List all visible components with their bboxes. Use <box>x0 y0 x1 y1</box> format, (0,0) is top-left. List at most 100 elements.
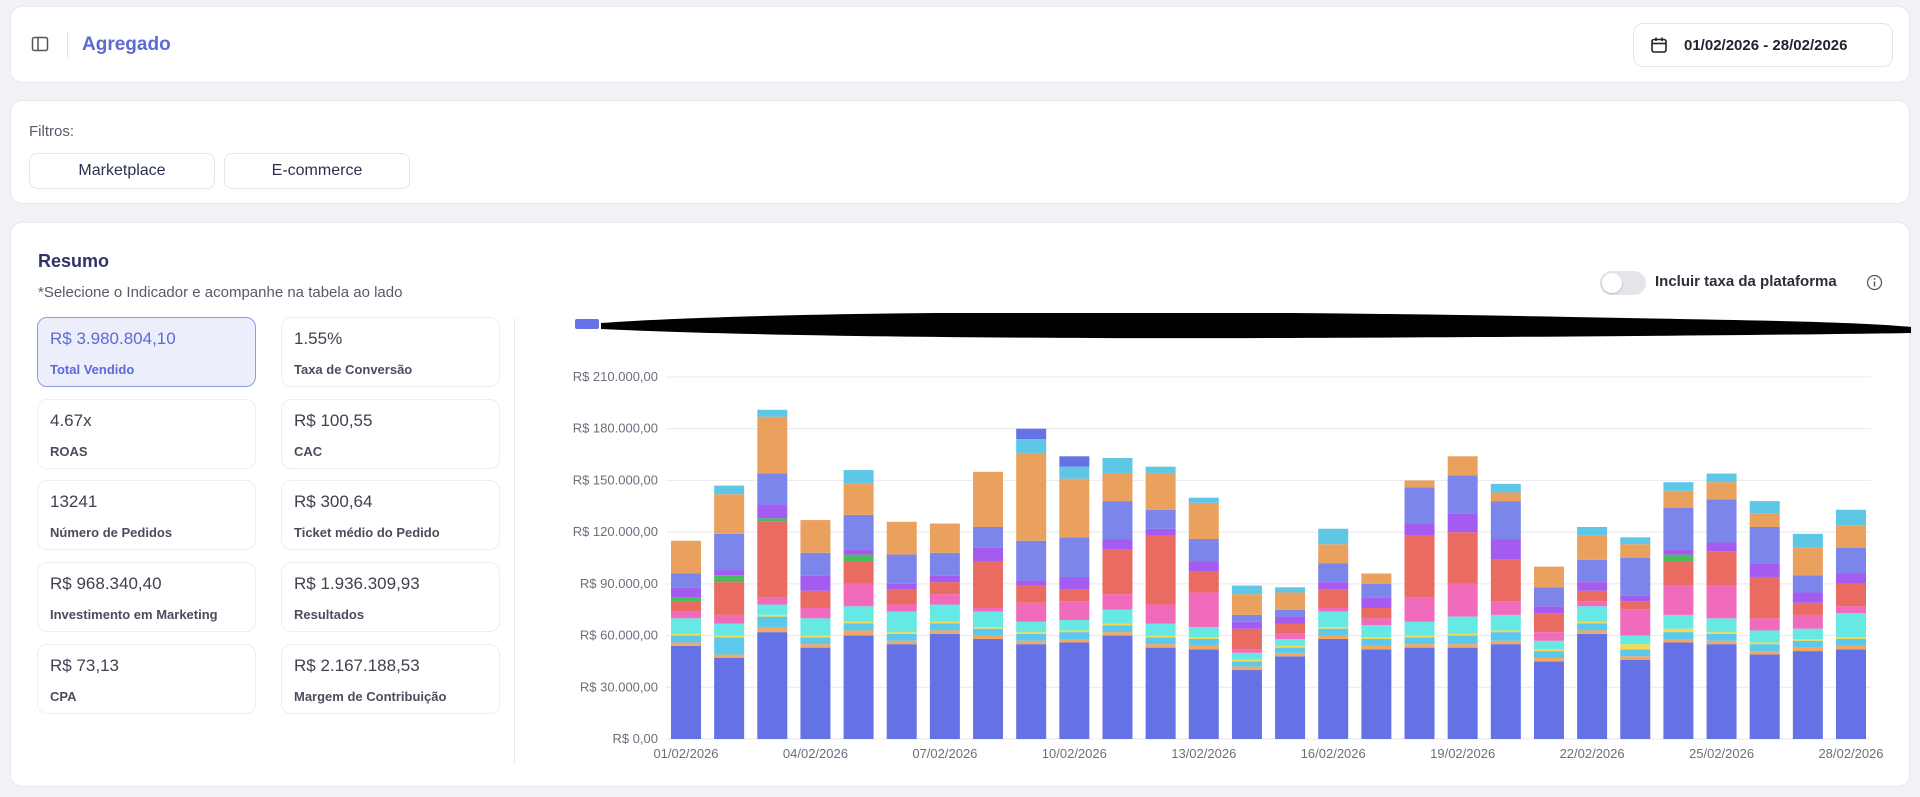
bar-segment <box>1404 647 1435 739</box>
kpi-label: Taxa de Conversão <box>294 362 413 377</box>
bar-segment <box>1490 492 1521 502</box>
kpi-card-ticket-medio[interactable]: R$ 300,64 Ticket médio do Pedido <box>281 480 500 550</box>
bar-segment <box>1533 649 1564 652</box>
bar-segment <box>1836 645 1866 650</box>
filter-chip-ecommerce[interactable]: E-commerce <box>224 153 410 189</box>
bar-segment <box>973 526 1004 548</box>
bar-segment <box>1533 566 1564 588</box>
bar-segment <box>757 504 788 519</box>
kpi-card-numero-pedidos[interactable]: 13241 Número de Pedidos <box>37 480 256 550</box>
bar-segment <box>843 470 874 484</box>
bar-segment <box>1404 535 1435 598</box>
bar-segment <box>1533 657 1564 662</box>
bar-segment <box>1318 589 1349 608</box>
kpi-card-taxa-conversao[interactable]: 1.55% Taxa de Conversão <box>281 317 500 387</box>
bar-segment <box>843 635 874 739</box>
bar-segment <box>1102 623 1133 626</box>
bar-segment <box>1188 645 1219 650</box>
bar-segment <box>1404 597 1435 622</box>
bar-segment <box>1059 630 1090 633</box>
bar-segment <box>886 611 917 633</box>
panel-divider <box>514 318 515 763</box>
bar-segment <box>671 597 701 602</box>
bar-segment <box>1447 583 1478 617</box>
bar-segment <box>1836 509 1866 526</box>
date-range-picker[interactable]: 01/02/2026 - 28/02/2026 <box>1633 23 1893 67</box>
bar-segment <box>1361 618 1392 626</box>
bar-segment <box>671 601 701 612</box>
y-tick-label: R$ 210.000,00 <box>573 369 658 384</box>
kpi-label: ROAS <box>50 444 88 459</box>
bar-segment <box>671 618 701 634</box>
bar-segment <box>973 635 1004 640</box>
summary-subtitle: *Selecione o Indicador e acompanhe na ta… <box>38 284 403 301</box>
bar-segment <box>1145 637 1176 645</box>
bar-segment <box>1318 607 1349 612</box>
bar-segment <box>1275 592 1306 610</box>
bar-segment <box>1318 635 1349 640</box>
bar-segment <box>1404 480 1435 488</box>
bar-segment <box>1620 544 1651 558</box>
bar-segment <box>1663 482 1694 491</box>
y-tick-label: R$ 180.000,00 <box>573 421 658 436</box>
kpi-value: R$ 73,13 <box>50 656 119 675</box>
bar-segment <box>1016 580 1047 586</box>
bar-segment <box>800 520 831 553</box>
bar-segment <box>714 657 745 739</box>
bar-segment <box>1447 647 1478 739</box>
bar-segment <box>1361 649 1392 739</box>
bar-chart: R$ 0,00 R$ 30.000,00 R$ 60.000,00 R$ 90.000… <box>573 369 1884 761</box>
bar-segment <box>757 597 788 605</box>
bar-segment <box>1188 592 1219 627</box>
kpi-card-cac[interactable]: R$ 100,55 CAC <box>281 399 500 469</box>
sidebar-toggle-icon[interactable] <box>30 34 50 54</box>
kpi-card-resultados[interactable]: R$ 1.936.309,93 Resultados <box>281 562 500 632</box>
bar-segment <box>1749 513 1780 527</box>
bar-segment <box>1102 501 1133 540</box>
bar-segment <box>1275 587 1306 593</box>
bar-segment <box>1145 647 1176 739</box>
bar-segment <box>1275 645 1306 648</box>
bar-segment <box>1749 654 1780 739</box>
bar-segment <box>843 621 874 624</box>
bar-segment <box>1620 595 1651 602</box>
bar-segment <box>1447 532 1478 584</box>
kpi-value: R$ 300,64 <box>294 492 373 511</box>
kpi-card-total-vendido[interactable]: R$ 3.980.804,10 Total Vendido <box>37 317 256 387</box>
info-icon[interactable] <box>1866 274 1883 291</box>
bar-segment <box>1145 604 1176 624</box>
bar-segment <box>1059 639 1090 643</box>
bar-segment <box>1706 640 1737 645</box>
kpi-value: 4.67x <box>50 411 92 430</box>
bar-segment <box>1059 537 1090 577</box>
bar-segment <box>1792 640 1823 648</box>
bar-segment <box>1749 630 1780 643</box>
bar-segment <box>1361 573 1392 584</box>
kpi-label: CAC <box>294 444 323 459</box>
bar-segment <box>886 521 917 555</box>
x-tick-label: 07/02/2026 <box>912 746 977 761</box>
bar-segment <box>1836 639 1866 646</box>
kpi-card-margem-contribuicao[interactable]: R$ 2.167.188,53 Margem de Contribuição <box>281 644 500 714</box>
summary-title: Resumo <box>38 251 110 271</box>
bar-segment <box>1102 632 1133 636</box>
filters-label: Filtros: <box>29 123 74 140</box>
bar-segment <box>1792 575 1823 593</box>
bar-segment <box>1145 535 1176 605</box>
bar-segment <box>757 521 788 598</box>
bar-segment <box>1620 659 1651 739</box>
bar-segment <box>1706 618 1737 633</box>
bar-segment <box>1533 661 1564 739</box>
bar-segment <box>800 607 831 619</box>
kpi-card-investimento-marketing[interactable]: R$ 968.340,40 Investimento em Marketing <box>37 562 256 632</box>
bar-segment <box>1749 526 1780 564</box>
y-tick-label: R$ 0,00 <box>612 731 658 746</box>
platform-fee-toggle[interactable] <box>1600 271 1646 295</box>
kpi-card-roas[interactable]: 4.67x ROAS <box>37 399 256 469</box>
bar-segment <box>843 549 874 555</box>
kpi-card-cpa[interactable]: R$ 73,13 CPA <box>37 644 256 714</box>
bar-segment <box>714 494 745 534</box>
bar-segment <box>973 639 1004 739</box>
filter-chip-marketplace[interactable]: Marketplace <box>29 153 215 189</box>
bar-segment <box>1016 640 1047 645</box>
